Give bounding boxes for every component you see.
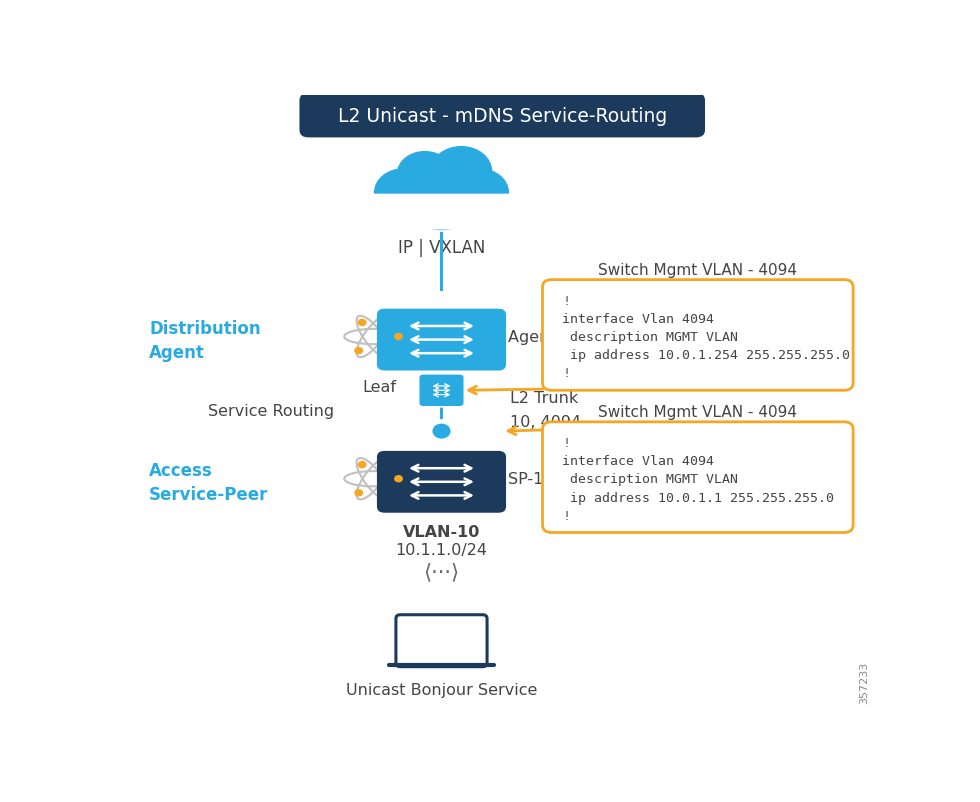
Text: description MGMT VLAN: description MGMT VLAN (563, 473, 738, 486)
Text: IP | VXLAN: IP | VXLAN (398, 238, 485, 257)
Circle shape (402, 166, 481, 230)
Text: !: ! (563, 294, 570, 308)
Text: Agent: Agent (149, 343, 205, 361)
Text: VLAN-10: VLAN-10 (403, 525, 480, 539)
Circle shape (355, 348, 363, 354)
Text: Service Routing: Service Routing (208, 403, 333, 419)
Text: Access: Access (149, 461, 213, 479)
Circle shape (431, 148, 492, 197)
Circle shape (359, 320, 366, 326)
Text: 10, 4094: 10, 4094 (510, 415, 581, 430)
Text: interface Vlan 4094: interface Vlan 4094 (563, 455, 714, 468)
Text: 357233: 357233 (858, 661, 869, 703)
Text: !: ! (563, 367, 570, 380)
Text: Leaf: Leaf (363, 379, 396, 394)
Circle shape (433, 425, 450, 439)
FancyBboxPatch shape (377, 452, 506, 513)
Circle shape (451, 170, 509, 217)
Circle shape (433, 384, 450, 398)
Text: ip address 10.0.1.254 255.255.255.0: ip address 10.0.1.254 255.255.255.0 (563, 349, 851, 362)
Circle shape (359, 462, 366, 468)
Text: ⟨···⟩: ⟨···⟩ (423, 561, 460, 581)
Text: description MGMT VLAN: description MGMT VLAN (563, 331, 738, 344)
Text: Service-Peer: Service-Peer (149, 485, 269, 504)
Text: SP-1: SP-1 (509, 472, 544, 487)
Text: ip address 10.0.1.1 255.255.255.0: ip address 10.0.1.1 255.255.255.0 (563, 491, 834, 504)
Circle shape (398, 152, 452, 197)
FancyBboxPatch shape (543, 423, 854, 533)
Circle shape (395, 476, 402, 482)
Circle shape (374, 170, 432, 217)
Text: 10.1.1.0/24: 10.1.1.0/24 (396, 543, 487, 557)
Circle shape (395, 334, 402, 340)
Text: interface Vlan 4094: interface Vlan 4094 (563, 313, 714, 326)
Text: Switch Mgmt VLAN - 4094: Switch Mgmt VLAN - 4094 (599, 405, 798, 419)
Text: Agent 1: Agent 1 (509, 330, 571, 345)
FancyBboxPatch shape (396, 615, 487, 666)
Text: Unicast Bonjour Service: Unicast Bonjour Service (346, 682, 537, 697)
FancyBboxPatch shape (419, 375, 464, 407)
FancyBboxPatch shape (373, 194, 510, 230)
Text: Distribution: Distribution (149, 319, 261, 337)
FancyBboxPatch shape (543, 280, 854, 391)
FancyBboxPatch shape (377, 310, 506, 371)
FancyBboxPatch shape (300, 94, 705, 138)
Text: !: ! (563, 509, 570, 522)
Text: !: ! (563, 437, 570, 450)
Text: L2 Unicast - mDNS Service-Routing: L2 Unicast - mDNS Service-Routing (338, 107, 666, 125)
Text: Switch Mgmt VLAN - 4094: Switch Mgmt VLAN - 4094 (599, 263, 798, 277)
Circle shape (355, 490, 363, 496)
Text: L2 Trunk: L2 Trunk (510, 390, 578, 405)
